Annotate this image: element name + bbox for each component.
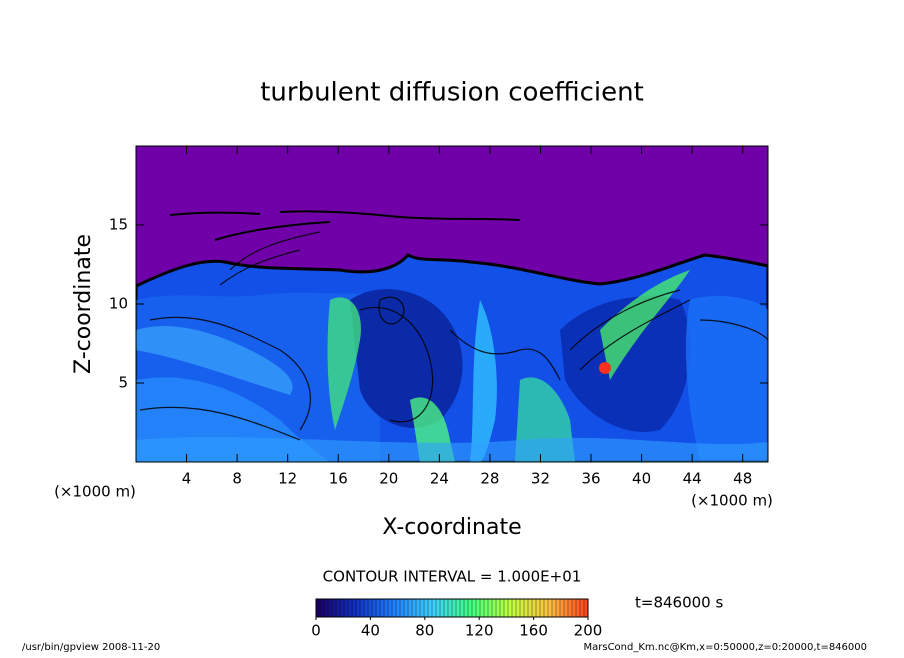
y-tick-label: 5 bbox=[118, 374, 128, 392]
x-tick-label: 40 bbox=[632, 470, 651, 488]
time-label: t=846000 s bbox=[635, 594, 723, 612]
y-tick-label: 10 bbox=[109, 295, 128, 313]
x-tick-label: 48 bbox=[733, 470, 752, 488]
x-tick-label: 44 bbox=[683, 470, 702, 488]
colorbar-tick-label: 120 bbox=[465, 622, 494, 640]
x-tick-label: 36 bbox=[581, 470, 600, 488]
colorbar-tick-label: 160 bbox=[519, 622, 548, 640]
y-axis-title: Z-coordinate bbox=[71, 234, 96, 374]
colorbar-tick-label: 80 bbox=[415, 622, 434, 640]
x-tick-label: 16 bbox=[329, 470, 348, 488]
colorbar-tick-label: 0 bbox=[311, 622, 321, 640]
footer-left: /usr/bin/gpview 2008-11-20 bbox=[22, 642, 160, 653]
y-tick-label: 15 bbox=[109, 216, 128, 234]
x-tick-label: 24 bbox=[430, 470, 449, 488]
footer-right: MarsCond_Km.nc@Km,x=0:50000,z=0:20000,t=… bbox=[584, 642, 868, 653]
x-tick-label: 12 bbox=[278, 470, 297, 488]
x-unit-label: (×1000 m) bbox=[691, 492, 773, 510]
x-tick-label: 32 bbox=[531, 470, 550, 488]
contour-field bbox=[136, 146, 768, 462]
x-tick-label: 20 bbox=[379, 470, 398, 488]
contour-interval: CONTOUR INTERVAL = 1.000E+01 bbox=[323, 568, 582, 586]
chart-title: turbulent diffusion coefficient bbox=[260, 78, 644, 108]
colorbar-tick-label: 200 bbox=[574, 622, 603, 640]
x-unit-label: (×1000 m) bbox=[54, 483, 136, 501]
x-tick-label: 28 bbox=[480, 470, 499, 488]
colorbar-tick-label: 40 bbox=[361, 622, 380, 640]
x-axis-title: X-coordinate bbox=[382, 515, 521, 540]
x-tick-label: 4 bbox=[182, 470, 192, 488]
x-tick-label: 8 bbox=[232, 470, 242, 488]
